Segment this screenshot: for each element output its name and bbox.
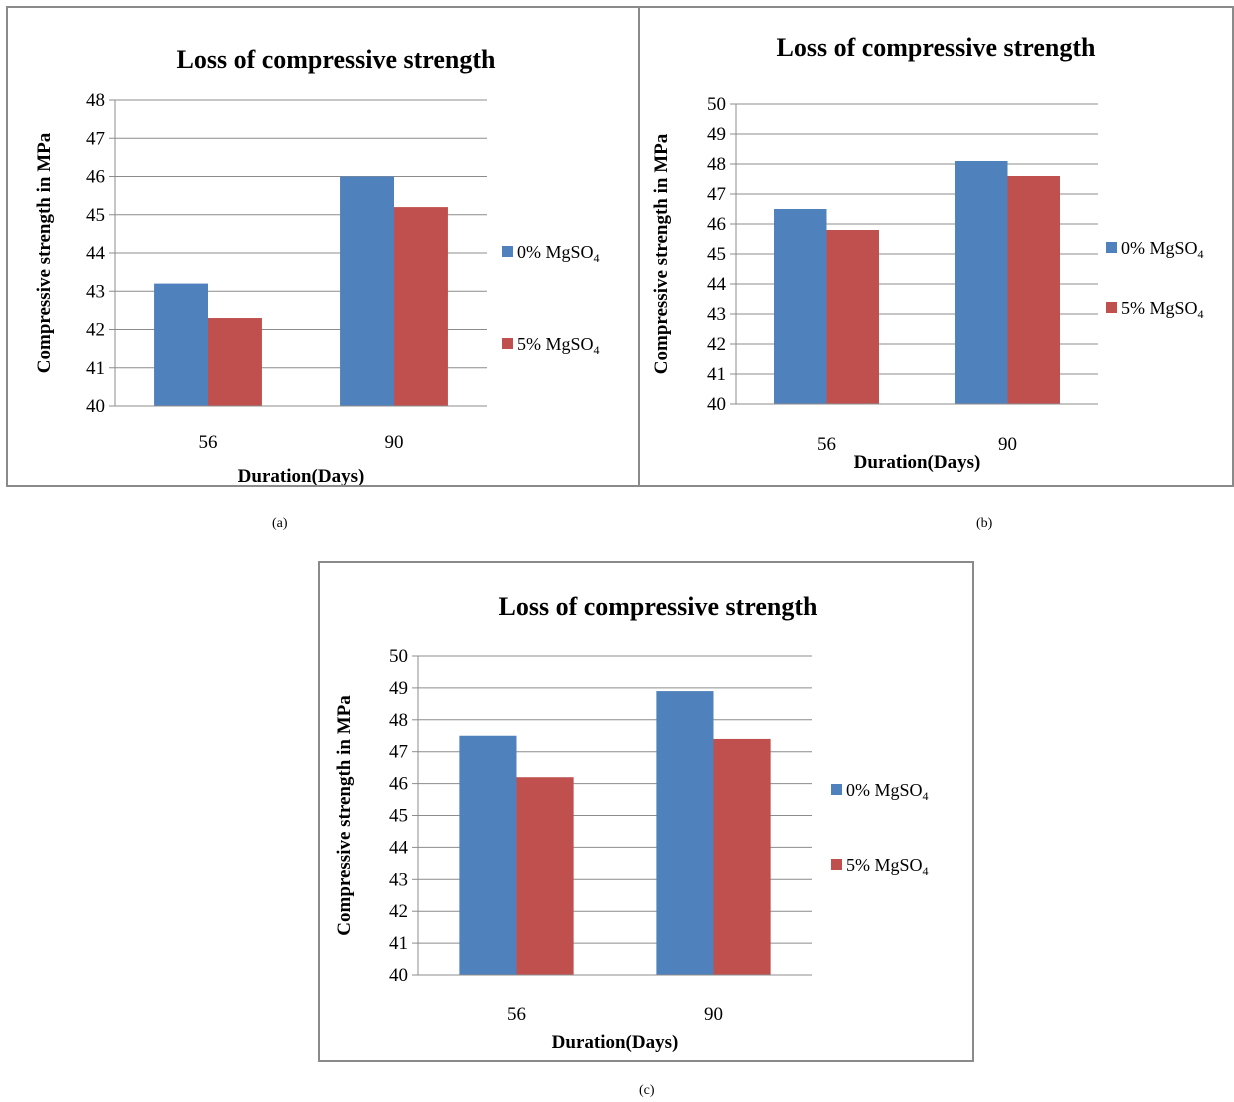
x-axis-label: Duration(Days): [854, 452, 981, 473]
caption-b: (b): [976, 516, 993, 531]
y-tick-label: 48: [86, 90, 105, 111]
legend-swatch: [831, 859, 842, 870]
x-axis-label: Duration(Days): [552, 1032, 679, 1053]
y-tick-label: 46: [389, 774, 408, 795]
chart-panel-c: 40 41 42 43 44 45 46 47 48 49 50 56 90 Loss of compre…: [318, 561, 974, 1062]
caption-a: (a): [272, 516, 288, 531]
y-axis-label: Compressive strength in MPa: [334, 695, 355, 936]
bar-5pct-56: [516, 777, 574, 975]
bar-0pct-90: [955, 161, 1008, 404]
bar-0pct-90: [340, 176, 394, 406]
bar-5pct-90: [1007, 176, 1060, 404]
bar-chart-a: 40 41 42 43 44 45 46 47 48 56 90 Loss of compressiv…: [34, 45, 600, 485]
y-tick-label: 44: [707, 274, 727, 295]
legend-label: 0% MgSO4: [517, 242, 600, 265]
bar-5pct-56: [208, 318, 262, 406]
x-tick-label: 56: [817, 434, 836, 455]
y-axis-label: Compressive strength in MPa: [34, 132, 55, 373]
legend-label: 0% MgSO4: [846, 780, 929, 803]
x-tick-label: 90: [385, 432, 404, 453]
y-tick-label: 50: [707, 94, 726, 115]
bar-5pct-90: [713, 738, 771, 975]
legend-swatch: [502, 338, 513, 349]
legend-swatch: [831, 784, 842, 795]
bar-0pct-56: [774, 209, 827, 404]
y-tick-label: 42: [389, 901, 408, 922]
legend-label: 5% MgSO4: [517, 334, 600, 357]
x-tick-label: 90: [704, 1004, 723, 1025]
bar-chart-c: 40 41 42 43 44 45 46 47 48 49 50 56 90 Loss of compre…: [334, 592, 929, 1053]
legend-swatch: [502, 246, 513, 257]
y-tick-label: 46: [707, 214, 726, 235]
y-tick-label: 45: [389, 806, 408, 827]
y-tick-label: 41: [389, 933, 408, 954]
y-tick-label: 49: [389, 678, 408, 699]
y-tick-label: 40: [389, 965, 408, 986]
legend-label: 5% MgSO4: [1121, 298, 1204, 321]
y-tick-label: 48: [707, 154, 726, 175]
x-axis-label: Duration(Days): [238, 466, 365, 485]
y-tick-label: 41: [86, 358, 105, 379]
chart-panel-b: 40 41 42 43 44 45 46 47 48 49 50 56 90 Loss of compre…: [638, 6, 1234, 487]
legend-label: 5% MgSO4: [846, 855, 929, 878]
chart-panel-a: 40 41 42 43 44 45 46 47 48 56 90 Loss of compressiv…: [6, 6, 640, 487]
bar-chart-b: 40 41 42 43 44 45 46 47 48 49 50 56 90 Loss of compre…: [651, 33, 1204, 473]
y-axis-label: Compressive strength in MPa: [651, 133, 672, 374]
y-tick-label: 43: [707, 304, 726, 325]
y-tick-label: 47: [389, 742, 408, 763]
y-tick-label: 42: [707, 334, 726, 355]
y-tick-label: 45: [707, 244, 726, 265]
caption-c: (c): [639, 1083, 655, 1098]
bar-5pct-90: [394, 207, 448, 406]
y-tick-label: 46: [86, 167, 105, 188]
legend-label: 0% MgSO4: [1121, 238, 1204, 261]
y-tick-label: 40: [86, 396, 105, 417]
y-tick-label: 47: [707, 184, 726, 205]
y-tick-label: 41: [707, 364, 726, 385]
bar-0pct-56: [459, 735, 517, 975]
y-tick-label: 42: [86, 320, 105, 341]
y-tick-label: 45: [86, 205, 105, 226]
y-tick-label: 48: [389, 710, 408, 731]
y-tick-label: 50: [389, 646, 408, 667]
legend-swatch: [1106, 242, 1117, 253]
bar-5pct-56: [826, 230, 879, 404]
y-tick-label: 43: [86, 281, 105, 302]
bar-0pct-90: [656, 691, 714, 975]
chart-title: Loss of compressive strength: [499, 592, 819, 621]
y-tick-label: 44: [86, 243, 106, 264]
chart-title: Loss of compressive strength: [777, 33, 1097, 62]
x-tick-label: 90: [998, 434, 1017, 455]
x-tick-label: 56: [507, 1004, 526, 1025]
chart-title: Loss of compressive strength: [177, 45, 497, 74]
y-tick-label: 40: [707, 394, 726, 415]
bar-0pct-56: [154, 283, 208, 406]
y-tick-label: 44: [389, 837, 409, 858]
legend-swatch: [1106, 302, 1117, 313]
x-tick-label: 56: [199, 432, 218, 453]
y-tick-label: 49: [707, 124, 726, 145]
y-tick-label: 47: [86, 128, 105, 149]
y-tick-label: 43: [389, 869, 408, 890]
